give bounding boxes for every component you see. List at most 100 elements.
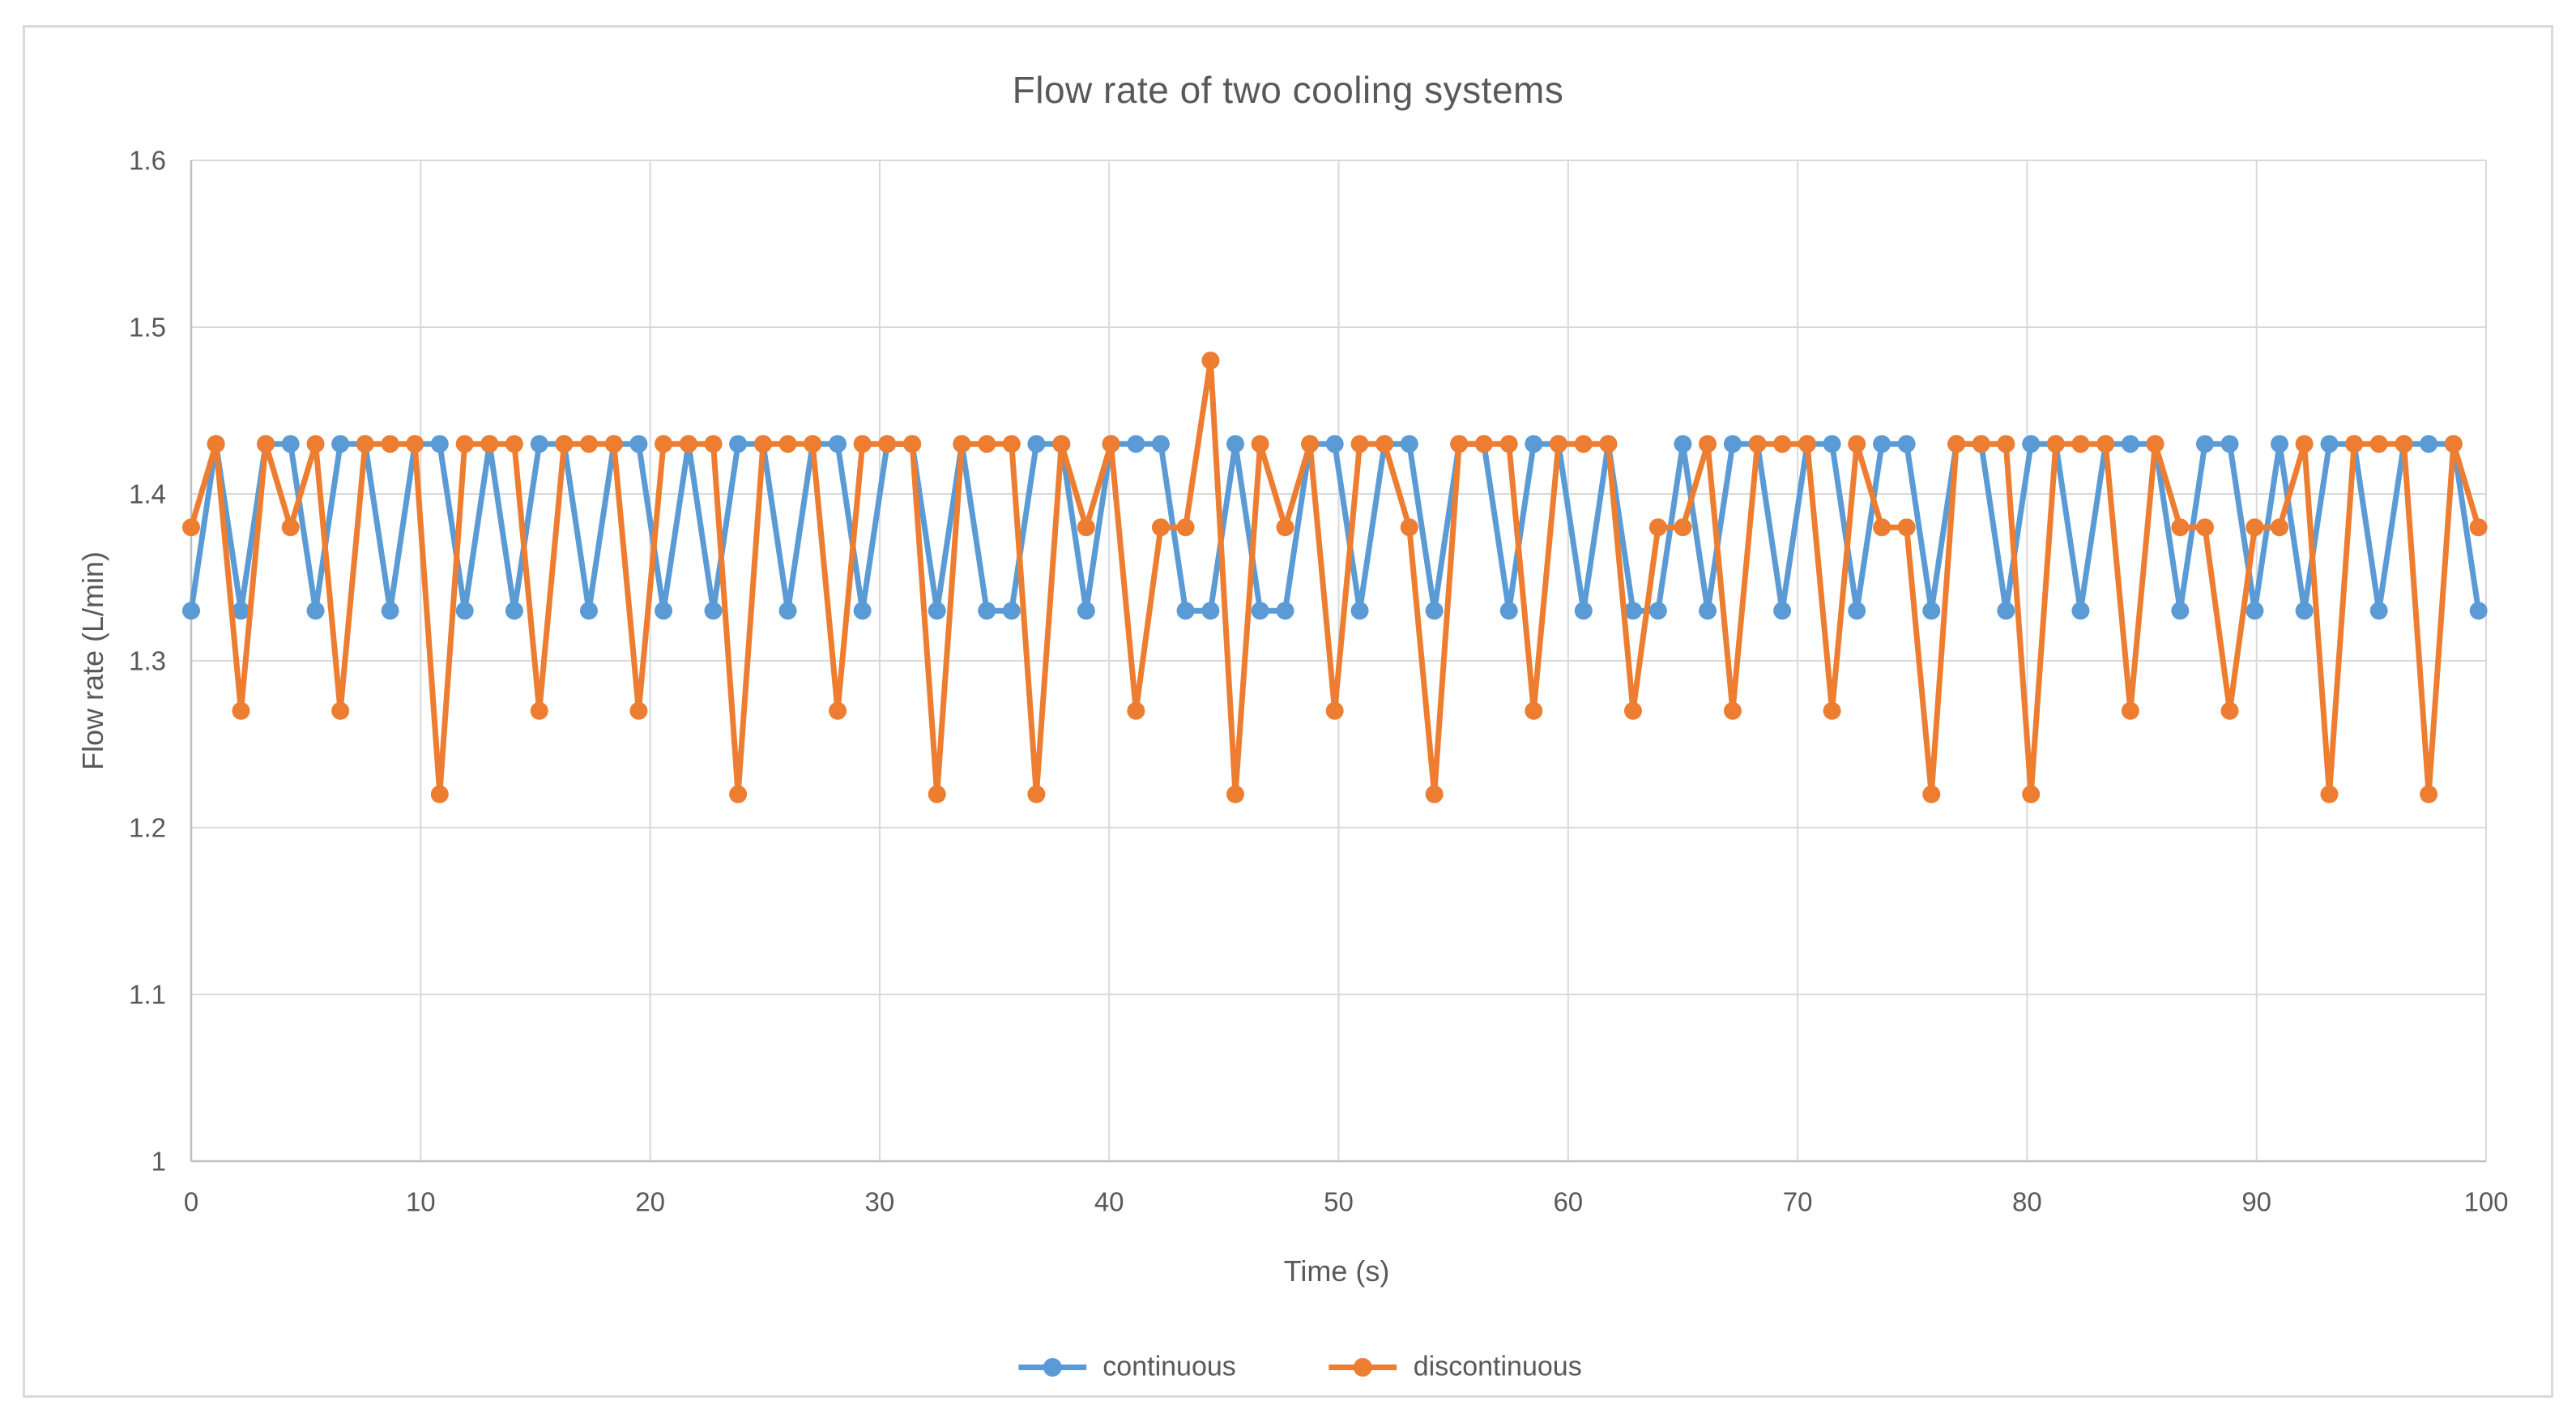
data-point-discontinuous[interactable] [1102,435,1120,453]
data-point-discontinuous[interactable] [2146,435,2164,453]
data-point-discontinuous[interactable] [1972,435,1990,453]
data-point-continuous[interactable] [2245,602,2264,620]
data-point-continuous[interactable] [1773,602,1792,620]
data-point-discontinuous[interactable] [257,435,275,453]
data-point-discontinuous[interactable] [2420,785,2438,803]
data-point-continuous[interactable] [1425,602,1444,620]
data-point-continuous[interactable] [778,602,797,620]
data-point-discontinuous[interactable] [2320,785,2339,803]
data-point-discontinuous[interactable] [604,435,623,453]
data-point-discontinuous[interactable] [1947,435,1966,453]
chart-title[interactable]: Flow rate of two cooling systems [1012,69,1564,111]
data-point-continuous[interactable] [2220,435,2239,453]
data-point-continuous[interactable] [2022,435,2041,453]
data-point-discontinuous[interactable] [1525,701,1543,720]
legend-item-discontinuous[interactable]: discontinuous [1329,1352,1582,1383]
data-point-discontinuous[interactable] [2271,518,2289,537]
data-point-continuous[interactable] [655,602,673,620]
data-point-continuous[interactable] [1201,602,1220,620]
data-point-continuous[interactable] [182,602,200,620]
data-point-discontinuous[interactable] [1002,435,1021,453]
data-point-discontinuous[interactable] [2469,518,2488,537]
data-point-discontinuous[interactable] [679,435,697,453]
data-point-continuous[interactable] [2469,602,2488,620]
data-point-discontinuous[interactable] [1425,785,1444,803]
data-point-discontinuous[interactable] [1699,435,1717,453]
data-point-continuous[interactable] [281,435,300,453]
data-point-discontinuous[interactable] [1623,701,1642,720]
data-point-discontinuous[interactable] [1301,435,1320,453]
data-point-continuous[interactable] [1997,602,2015,620]
data-point-discontinuous[interactable] [953,435,971,453]
data-point-discontinuous[interactable] [406,435,424,453]
data-point-discontinuous[interactable] [1325,701,1344,720]
data-point-discontinuous[interactable] [1723,701,1742,720]
data-point-discontinuous[interactable] [1027,785,1046,803]
data-point-discontinuous[interactable] [629,701,648,720]
data-point-continuous[interactable] [1525,435,1543,453]
data-point-discontinuous[interactable] [1823,701,1841,720]
data-point-continuous[interactable] [829,435,847,453]
data-point-discontinuous[interactable] [356,435,374,453]
data-point-continuous[interactable] [1127,435,1145,453]
data-point-discontinuous[interactable] [2220,701,2239,720]
data-point-discontinuous[interactable] [1648,518,1667,537]
data-point-continuous[interactable] [1574,602,1593,620]
legend-item-continuous[interactable]: continuous [1018,1352,1236,1383]
data-point-continuous[interactable] [1002,602,1021,620]
data-point-continuous[interactable] [1873,435,1891,453]
data-point-continuous[interactable] [1151,435,1170,453]
data-point-discontinuous[interactable] [1798,435,1816,453]
data-point-discontinuous[interactable] [1574,435,1593,453]
data-point-discontinuous[interactable] [829,701,847,720]
data-point-discontinuous[interactable] [1127,701,1145,720]
data-point-continuous[interactable] [1848,602,1866,620]
data-point-continuous[interactable] [331,435,350,453]
data-point-discontinuous[interactable] [2096,435,2115,453]
data-point-continuous[interactable] [579,602,598,620]
data-point-discontinuous[interactable] [1350,435,1369,453]
data-point-discontinuous[interactable] [579,435,598,453]
data-point-discontinuous[interactable] [928,785,946,803]
data-point-continuous[interactable] [2195,435,2214,453]
data-point-continuous[interactable] [1922,602,1941,620]
data-point-continuous[interactable] [1823,435,1841,453]
data-point-discontinuous[interactable] [1773,435,1792,453]
data-point-discontinuous[interactable] [455,435,474,453]
data-point-discontinuous[interactable] [1474,435,1493,453]
data-point-discontinuous[interactable] [2071,435,2090,453]
data-point-discontinuous[interactable] [480,435,499,453]
data-point-discontinuous[interactable] [207,435,225,453]
data-point-discontinuous[interactable] [655,435,673,453]
data-point-discontinuous[interactable] [1151,518,1170,537]
data-point-continuous[interactable] [1276,602,1294,620]
series-line-discontinuous[interactable] [188,357,2482,798]
data-point-discontinuous[interactable] [1599,435,1618,453]
data-point-discontinuous[interactable] [1748,435,1767,453]
data-point-discontinuous[interactable] [306,435,325,453]
data-point-discontinuous[interactable] [1549,435,1567,453]
data-point-discontinuous[interactable] [2444,435,2463,453]
data-point-discontinuous[interactable] [1922,785,1941,803]
data-point-continuous[interactable] [1623,602,1642,620]
data-point-continuous[interactable] [2171,602,2190,620]
data-point-discontinuous[interactable] [2022,785,2041,803]
data-point-discontinuous[interactable] [729,785,748,803]
data-point-continuous[interactable] [1723,435,1742,453]
data-point-continuous[interactable] [1897,435,1916,453]
data-point-continuous[interactable] [1325,435,1344,453]
data-point-continuous[interactable] [1027,435,1046,453]
data-point-discontinuous[interactable] [232,701,250,720]
data-point-discontinuous[interactable] [182,518,200,537]
data-point-discontinuous[interactable] [2295,435,2314,453]
series-line-continuous[interactable] [188,441,2482,614]
x-axis-title[interactable]: Time (s) [1283,1254,1390,1288]
data-point-discontinuous[interactable] [505,435,523,453]
data-point-discontinuous[interactable] [778,435,797,453]
data-point-discontinuous[interactable] [530,701,548,720]
data-point-continuous[interactable] [1176,602,1195,620]
data-point-continuous[interactable] [2271,435,2289,453]
data-point-discontinuous[interactable] [753,435,772,453]
data-point-discontinuous[interactable] [1375,435,1394,453]
data-point-continuous[interactable] [928,602,946,620]
